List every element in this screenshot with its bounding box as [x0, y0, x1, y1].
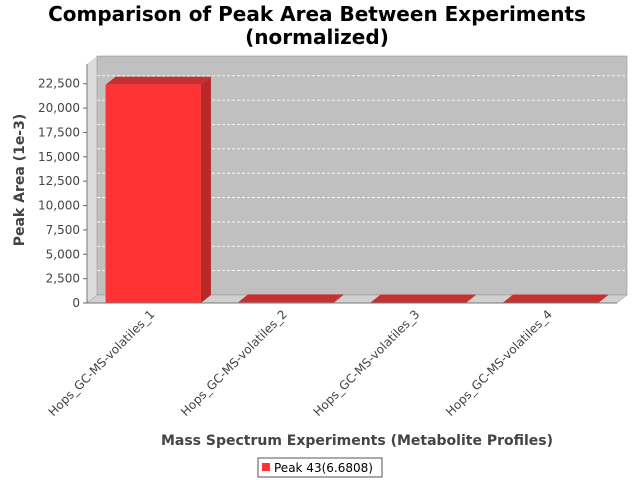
y-axis-label: Peak Area (1e-3) [12, 114, 28, 247]
bar-side [465, 294, 476, 303]
y-tick-label: 20,000 [38, 101, 80, 115]
chart-title-line2: (normalized) [245, 25, 389, 49]
x-axis-label: Mass Spectrum Experiments (Metabolite Pr… [161, 433, 553, 449]
bar-top [105, 76, 211, 85]
y-tick-label: 12,500 [38, 174, 80, 188]
y-tick-label: 2,500 [46, 272, 80, 286]
y-tick-label: 10,000 [38, 199, 80, 213]
bar-top [503, 294, 609, 303]
bar-2 [238, 294, 344, 303]
bar-top [238, 294, 344, 303]
x-axis: Hops_GC-MS-volatiles_1 Hops_GC-MS-volatil… [46, 302, 617, 419]
x-tick-label: Hops_GC-MS-volatiles_3 [311, 307, 423, 419]
bar-side [200, 76, 211, 303]
bar-4 [503, 294, 609, 304]
x-tick-label: Hops_GC-MS-volatiles_4 [443, 307, 555, 419]
x-tick-label: Hops_GC-MS-volatiles_2 [178, 307, 290, 419]
legend-entry-label: Peak 43(6.6808) [274, 461, 373, 475]
chart-title-line1: Comparison of Peak Area Between Experime… [48, 2, 586, 26]
legend-box [257, 457, 383, 478]
y-tick-label: 7,500 [46, 223, 80, 237]
y-tick-label: 17,500 [38, 125, 80, 139]
bar-side [333, 294, 344, 303]
y-tick-label: 0 [72, 296, 80, 310]
bar-3 [370, 294, 476, 304]
bar-front [105, 84, 201, 303]
bar-1 [105, 76, 211, 303]
legend-swatch [262, 463, 270, 471]
grid-lines [97, 75, 627, 272]
y-tick-label: 5,000 [46, 247, 80, 261]
bar-top [370, 294, 476, 303]
legend: Peak 43(6.6808) [257, 457, 383, 478]
x-tick-label: Hops_GC-MS-volatiles_1 [46, 307, 158, 419]
bar-side [598, 294, 609, 303]
y-axis: 0 2,500 5,000 7,500 10,000 12,500 15,000 17,500… [38, 64, 88, 310]
y-tick-label: 22,500 [38, 77, 80, 91]
y-tick-label: 15,000 [38, 150, 80, 164]
